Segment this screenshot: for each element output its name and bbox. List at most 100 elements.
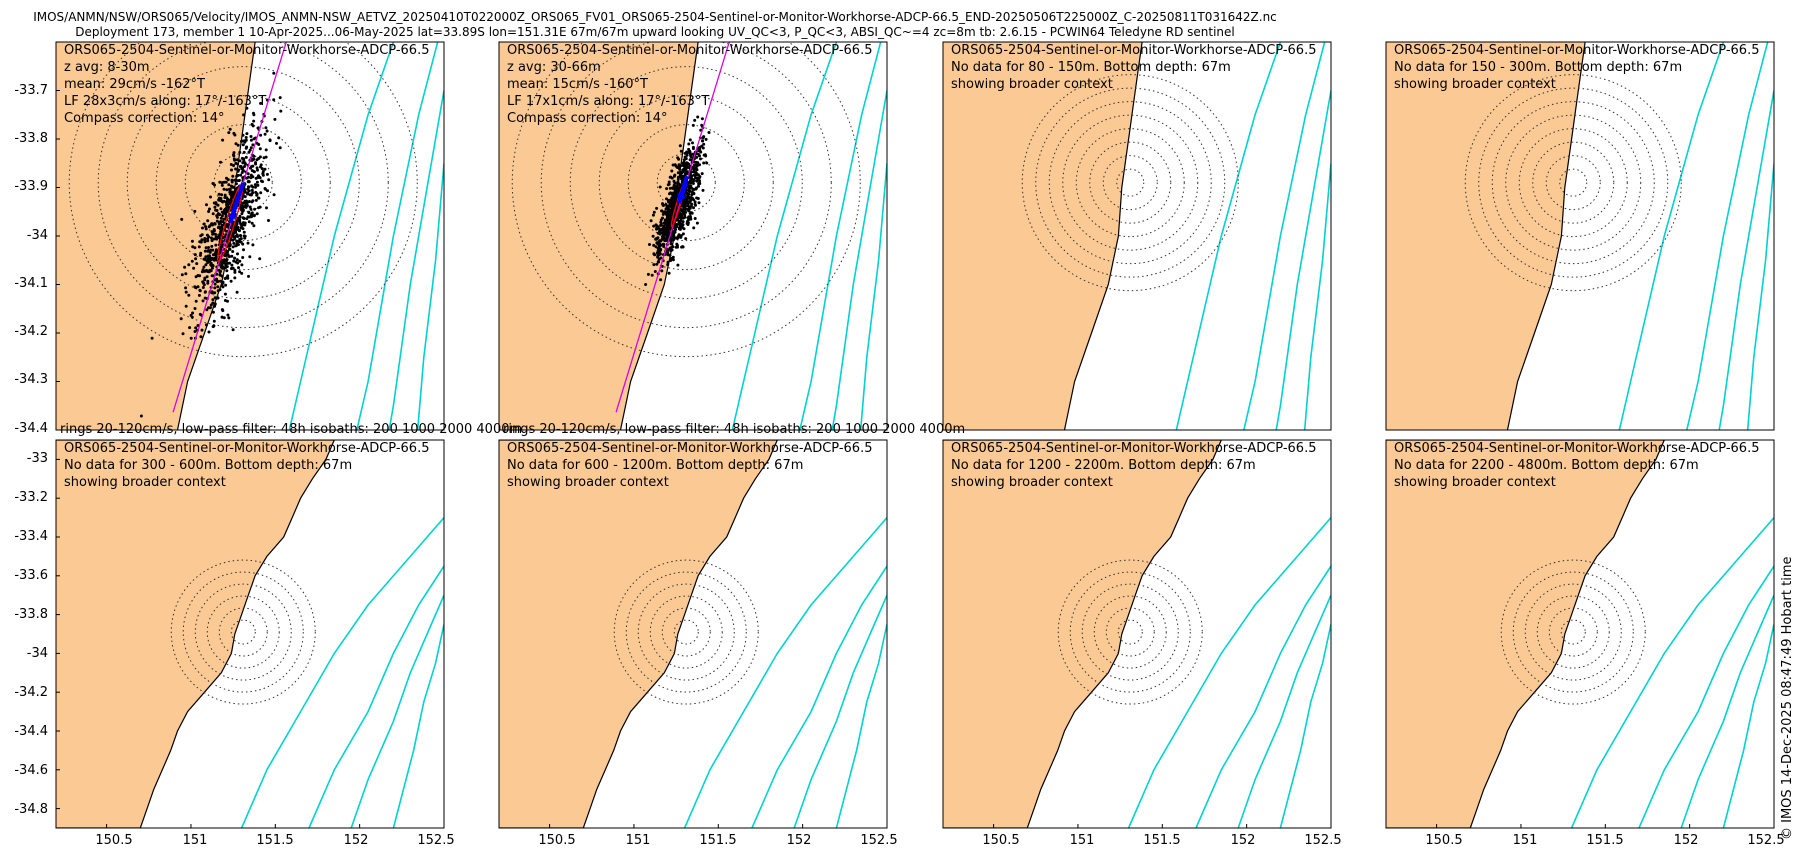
velocity-point bbox=[203, 240, 207, 244]
land-coastline bbox=[1386, 42, 1586, 430]
velocity-point bbox=[687, 185, 691, 189]
velocity-point bbox=[150, 336, 154, 340]
velocity-point bbox=[252, 154, 256, 158]
velocity-point bbox=[204, 323, 208, 327]
velocity-point bbox=[652, 263, 656, 267]
velocity-point bbox=[187, 293, 191, 297]
panel-content bbox=[499, 440, 887, 828]
velocity-point bbox=[669, 248, 673, 252]
speed-ring-60 bbox=[206, 595, 280, 669]
velocity-point bbox=[241, 205, 244, 209]
velocity-point bbox=[220, 210, 224, 214]
velocity-point bbox=[684, 237, 688, 241]
velocity-point bbox=[258, 176, 262, 180]
velocity-point bbox=[188, 326, 192, 330]
velocity-point bbox=[231, 238, 235, 242]
velocity-point bbox=[670, 206, 674, 210]
velocity-point bbox=[687, 188, 691, 192]
velocity-point bbox=[252, 119, 256, 123]
velocity-point bbox=[662, 224, 666, 228]
velocity-point bbox=[244, 146, 248, 150]
velocity-point bbox=[693, 202, 697, 206]
isobath-2000m bbox=[793, 594, 887, 828]
velocity-point bbox=[678, 144, 682, 148]
velocity-point bbox=[203, 278, 207, 282]
velocity-point bbox=[226, 313, 230, 317]
velocity-point bbox=[184, 286, 188, 290]
velocity-point bbox=[213, 282, 217, 286]
velocity-point bbox=[213, 232, 217, 236]
velocity-point bbox=[250, 169, 254, 173]
isobath-1000m bbox=[799, 42, 882, 430]
velocity-point bbox=[690, 174, 694, 178]
velocity-point bbox=[197, 245, 201, 249]
velocity-point bbox=[208, 260, 212, 264]
velocity-point bbox=[239, 237, 243, 241]
velocity-point bbox=[656, 260, 660, 264]
velocity-point bbox=[238, 159, 242, 163]
x-tick-label: 151 bbox=[625, 833, 651, 848]
map-panel-5 bbox=[55, 439, 445, 829]
velocity-point bbox=[657, 257, 661, 261]
velocity-point bbox=[194, 285, 198, 289]
velocity-point bbox=[652, 224, 656, 228]
velocity-point bbox=[224, 180, 228, 184]
map-panel-4 bbox=[1385, 41, 1775, 431]
velocity-point bbox=[681, 232, 685, 236]
speed-ring-60 bbox=[598, 95, 774, 271]
velocity-point bbox=[258, 155, 262, 159]
velocity-point bbox=[224, 263, 228, 267]
velocity-point bbox=[207, 270, 211, 274]
velocity-point bbox=[666, 260, 670, 264]
speed-ring-120 bbox=[1048, 101, 1212, 265]
mean-velocity-arrow-tail bbox=[676, 175, 689, 204]
velocity-point bbox=[673, 186, 677, 190]
x-tick-label: 151.5 bbox=[1586, 833, 1624, 848]
panel-content bbox=[1386, 42, 1774, 430]
velocity-point bbox=[221, 285, 225, 289]
panel-6-line-1: No data for 600 - 1200m. Bottom depth: 6… bbox=[507, 458, 804, 473]
velocity-point bbox=[686, 193, 690, 197]
velocity-point bbox=[217, 235, 221, 238]
velocity-point bbox=[212, 229, 216, 233]
x-tick-label: 152.5 bbox=[1304, 833, 1342, 848]
velocity-point bbox=[236, 143, 240, 147]
panel-8-line-2: showing broader context bbox=[1394, 475, 1556, 490]
velocity-point bbox=[687, 142, 691, 146]
velocity-point bbox=[214, 250, 218, 254]
velocity-point bbox=[194, 299, 198, 303]
panel-2-title: ORS065-2504-Sentinel-or-Monitor-Workhors… bbox=[507, 43, 873, 58]
velocity-point bbox=[665, 217, 669, 221]
velocity-point bbox=[193, 307, 197, 310]
velocity-point bbox=[693, 118, 697, 122]
speed-ring-40 bbox=[1102, 155, 1158, 211]
velocity-point bbox=[689, 199, 692, 203]
velocity-point bbox=[245, 202, 249, 206]
velocity-point bbox=[250, 211, 254, 215]
velocity-point bbox=[211, 298, 215, 302]
speed-ring-120 bbox=[170, 559, 316, 705]
isobath-1000m bbox=[356, 42, 439, 430]
velocity-point bbox=[272, 193, 276, 197]
velocity-point bbox=[694, 160, 698, 164]
y-tick-label: -33.6 bbox=[14, 568, 48, 583]
y-tick-label: -33.8 bbox=[14, 131, 48, 146]
velocity-point bbox=[242, 248, 245, 252]
velocity-point bbox=[218, 197, 222, 201]
velocity-point bbox=[696, 115, 700, 119]
speed-ring-100 bbox=[1069, 571, 1191, 693]
velocity-point bbox=[193, 330, 197, 333]
velocity-point bbox=[687, 207, 691, 211]
panel-content bbox=[56, 42, 444, 430]
velocity-point bbox=[670, 210, 674, 214]
velocity-point bbox=[698, 154, 701, 158]
velocity-point bbox=[681, 216, 685, 220]
velocity-point bbox=[253, 183, 257, 187]
velocity-point bbox=[254, 198, 258, 202]
velocity-point bbox=[236, 169, 240, 173]
velocity-point bbox=[215, 296, 219, 300]
velocity-point bbox=[227, 199, 231, 203]
velocity-point bbox=[231, 233, 235, 237]
velocity-point bbox=[689, 155, 693, 159]
